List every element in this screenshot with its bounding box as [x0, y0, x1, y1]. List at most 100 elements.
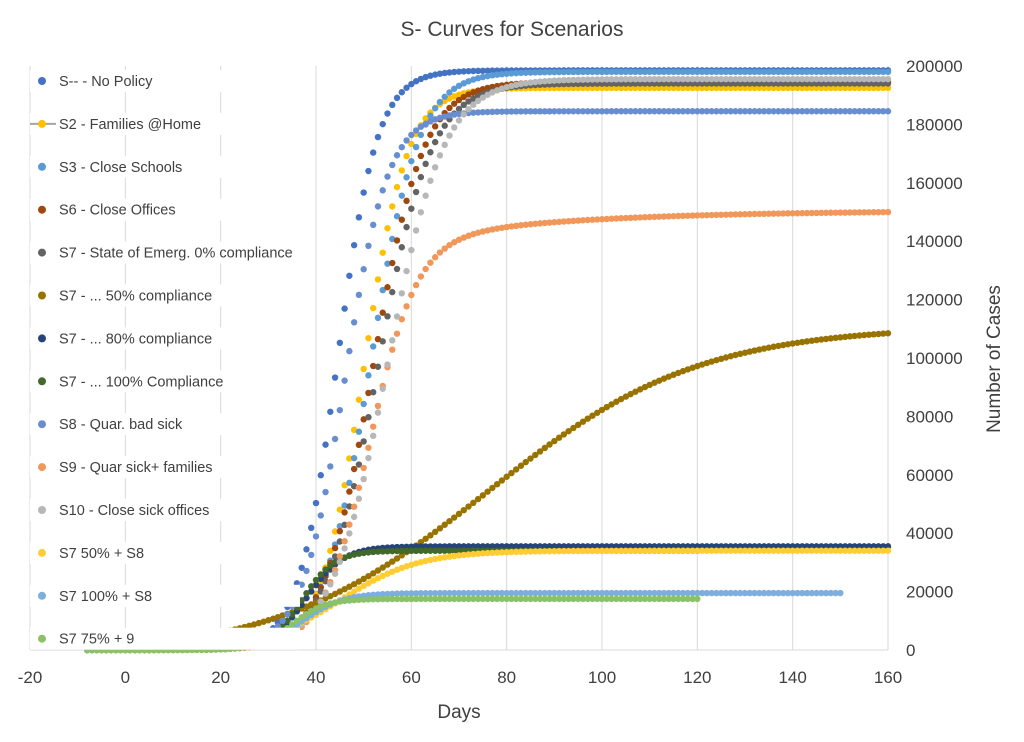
- series-9-point: [355, 291, 363, 299]
- series-3-point: [451, 85, 458, 92]
- series-11-point: [760, 75, 768, 83]
- series-12-point: [827, 547, 834, 554]
- series-11-point: [422, 192, 429, 199]
- series-12-point: [675, 547, 682, 554]
- series-12-point: [803, 547, 811, 554]
- series-9-point: [622, 108, 630, 115]
- plot-area: [84, 67, 892, 654]
- series-7-point: [803, 543, 811, 550]
- series-3-point: [493, 71, 501, 78]
- series-9-point: [698, 108, 706, 115]
- series-6-point: [646, 381, 653, 389]
- series-9-point: [679, 108, 687, 115]
- series-13-point: [732, 589, 739, 597]
- series-11-point: [389, 337, 396, 344]
- series-11-point: [732, 75, 739, 83]
- series-3-point: [551, 68, 558, 76]
- series-11-point: [865, 75, 873, 83]
- series-9-point: [422, 120, 429, 127]
- series-7-point: [679, 543, 687, 550]
- series-7-point: [694, 543, 701, 550]
- y-tick-label-1: 20000: [906, 583, 953, 602]
- series-10-point: [765, 210, 773, 217]
- series-9-point: [403, 137, 410, 144]
- series-1-point: [474, 67, 482, 75]
- series-3-point: [541, 69, 548, 76]
- series-13-point: [684, 589, 691, 597]
- series-12-point: [532, 548, 539, 555]
- series-13-point: [794, 589, 801, 597]
- series-14-point: [536, 595, 544, 603]
- legend-entry-background: [30, 584, 300, 607]
- series-5-point: [412, 188, 420, 196]
- series-5-point: [822, 80, 830, 87]
- series-13-point: [431, 589, 439, 597]
- series-3-point: [851, 68, 858, 76]
- series-9-point: [298, 581, 305, 588]
- series-9-point: [327, 463, 334, 470]
- series-11-point: [656, 75, 663, 83]
- series-7-point: [660, 543, 668, 550]
- series-11-point: [822, 75, 830, 83]
- series-10-point: [546, 219, 553, 226]
- series-14-point: [393, 595, 401, 603]
- series-11-point: [737, 75, 744, 83]
- series-3-point: [632, 68, 639, 76]
- series-12-point: [594, 547, 601, 555]
- series-12-point: [517, 548, 525, 555]
- series-8-point: [350, 551, 358, 558]
- series-11-point: [665, 75, 672, 83]
- series-8-point: [322, 566, 329, 573]
- series-2-point: [741, 84, 749, 92]
- series-11-point: [474, 97, 482, 105]
- series-12-point: [584, 547, 591, 555]
- legend-entry-background: [30, 198, 300, 221]
- series-13-point: [374, 591, 382, 598]
- series-5-point: [460, 101, 467, 109]
- series-10-point: [560, 218, 568, 225]
- series-11-point: [622, 76, 630, 83]
- series-7-point: [536, 543, 544, 550]
- series-13-point: [408, 590, 415, 597]
- series-11-point: [827, 75, 834, 83]
- series-6-point: [546, 441, 553, 448]
- series-1-point: [412, 78, 420, 85]
- series-11-point: [508, 82, 515, 90]
- series-10-point: [880, 208, 887, 216]
- series-9-point: [665, 108, 672, 115]
- series-6-point: [760, 345, 768, 352]
- series-1-point: [355, 214, 363, 221]
- series-3-point: [617, 68, 625, 76]
- series-10-point: [698, 212, 706, 219]
- series-7-point: [551, 543, 558, 550]
- series-3-point: [379, 286, 386, 294]
- series-13-point: [698, 589, 706, 597]
- series-12-point: [646, 547, 653, 554]
- series-11-point: [679, 75, 687, 83]
- series-7-point: [641, 543, 649, 550]
- series-12-point: [737, 547, 744, 554]
- series-8-point: [412, 547, 420, 555]
- series-2-point: [403, 152, 410, 160]
- series-9-point: [756, 108, 763, 115]
- series-10-point: [522, 221, 529, 228]
- series-13-point: [541, 589, 548, 597]
- series-6-point: [775, 342, 782, 350]
- series-3-point: [765, 68, 773, 76]
- series-13-point: [741, 589, 749, 597]
- series-14-point: [574, 595, 582, 603]
- series-6-point: [560, 431, 568, 438]
- series-14-point: [460, 595, 467, 603]
- series-1-point: [427, 72, 434, 79]
- series-4-point: [412, 165, 420, 173]
- series-6-point: [451, 514, 458, 521]
- series-10-point: [770, 210, 777, 217]
- series-11-point: [651, 75, 658, 83]
- series-6-point: [570, 424, 577, 432]
- series-13-point: [455, 589, 463, 597]
- series-10-point: [365, 444, 372, 451]
- series-4-point: [350, 465, 358, 473]
- series-10-point: [794, 210, 801, 217]
- series-9-point: [503, 108, 510, 115]
- series-11-point: [698, 75, 706, 83]
